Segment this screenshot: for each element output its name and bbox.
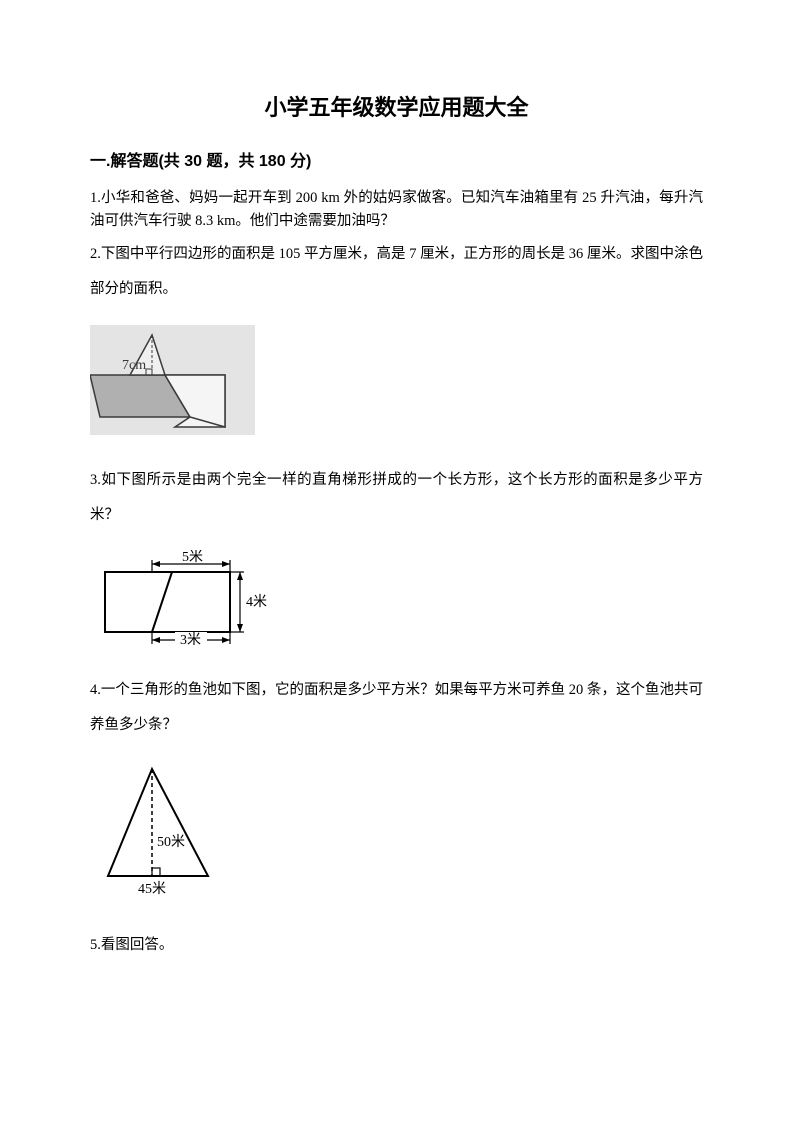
fig3-top-label: 5米 <box>182 550 203 565</box>
fig2-label: 7cm <box>122 358 146 373</box>
question-5: 5.看图回答。 <box>90 934 703 957</box>
question-1: 1.小华和爸爸、妈妈一起开车到 200 km 外的姑妈家做客。已知汽车油箱里有 … <box>90 187 703 233</box>
question-4: 4.一个三角形的鱼池如下图，它的面积是多少平方米？如果每平方米可养鱼 20 条，… <box>90 673 703 743</box>
figure-q2: 7cm <box>90 325 703 435</box>
page-title: 小学五年级数学应用题大全 <box>90 90 703 125</box>
question-2: 2.下图中平行四边形的面积是 105 平方厘米，高是 7 厘米，正方形的周长是 … <box>90 237 703 307</box>
fig4-height-label: 50米 <box>157 834 185 850</box>
section-heading: 一.解答题(共 30 题，共 180 分) <box>90 149 703 175</box>
fig3-bottom-label: 3米 <box>180 632 201 645</box>
question-3: 3.如下图所示是由两个完全一样的直角梯形拼成的一个长方形，这个长方形的面积是多少… <box>90 463 703 533</box>
figure-q3: 5米 4米 3米 <box>90 550 703 645</box>
fig4-base-label: 45米 <box>138 881 166 897</box>
fig3-right-label: 4米 <box>246 594 267 610</box>
figure-q4: 50米 45米 <box>90 761 703 906</box>
